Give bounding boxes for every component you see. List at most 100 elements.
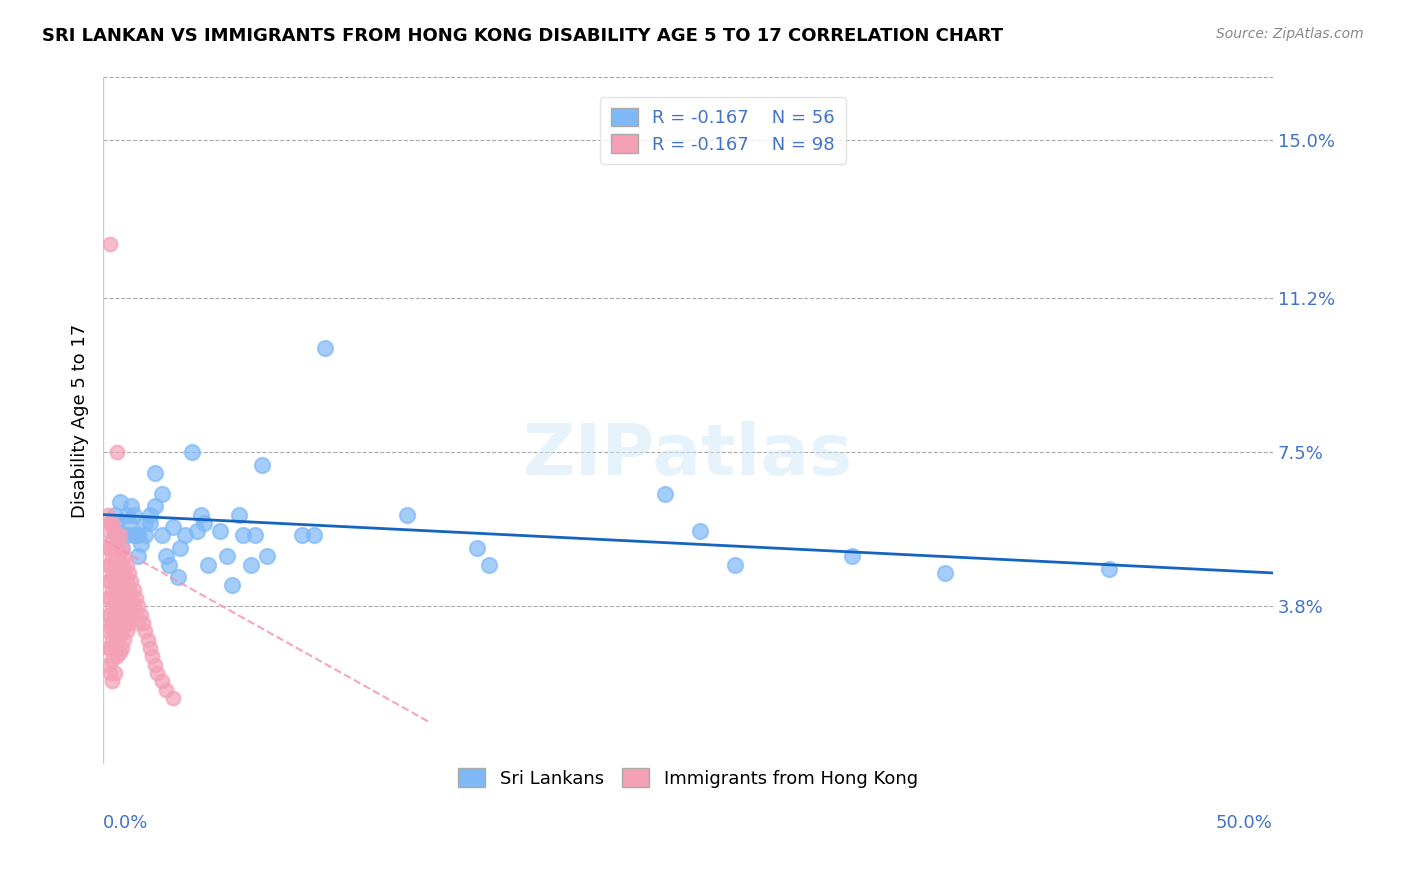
Text: Source: ZipAtlas.com: Source: ZipAtlas.com xyxy=(1216,27,1364,41)
Point xyxy=(136,632,159,647)
Point xyxy=(105,445,128,459)
Point xyxy=(129,537,152,551)
Point xyxy=(111,541,134,555)
Point xyxy=(125,591,148,605)
Point xyxy=(174,528,197,542)
Point xyxy=(105,632,128,647)
Point xyxy=(104,640,127,655)
Point xyxy=(120,574,142,589)
Point xyxy=(689,524,711,539)
Point xyxy=(934,566,956,580)
Point xyxy=(302,528,325,542)
Legend: Sri Lankans, Immigrants from Hong Kong: Sri Lankans, Immigrants from Hong Kong xyxy=(450,759,927,797)
Point xyxy=(111,624,134,639)
Point xyxy=(197,558,219,572)
Point xyxy=(118,566,141,580)
Point xyxy=(132,615,155,630)
Point xyxy=(232,528,254,542)
Point xyxy=(98,591,121,605)
Point xyxy=(104,508,127,522)
Point xyxy=(129,607,152,622)
Point xyxy=(105,615,128,630)
Point xyxy=(112,582,135,597)
Point xyxy=(122,599,145,614)
Point xyxy=(98,574,121,589)
Point xyxy=(127,599,149,614)
Point xyxy=(190,508,212,522)
Point xyxy=(108,545,131,559)
Point xyxy=(396,508,419,522)
Point xyxy=(112,632,135,647)
Point xyxy=(105,599,128,614)
Point xyxy=(256,549,278,564)
Point xyxy=(143,500,166,514)
Point xyxy=(155,682,177,697)
Point xyxy=(162,520,184,534)
Point xyxy=(221,578,243,592)
Point xyxy=(118,516,141,530)
Point xyxy=(111,640,134,655)
Point xyxy=(101,632,124,647)
Point xyxy=(654,487,676,501)
Point xyxy=(104,574,127,589)
Point xyxy=(101,533,124,547)
Point xyxy=(105,566,128,580)
Point xyxy=(104,558,127,572)
Point xyxy=(101,516,124,530)
Point xyxy=(115,607,138,622)
Point xyxy=(111,574,134,589)
Point xyxy=(108,562,131,576)
Point xyxy=(101,674,124,689)
Point xyxy=(228,508,250,522)
Point xyxy=(108,645,131,659)
Point xyxy=(724,558,747,572)
Point xyxy=(127,528,149,542)
Point xyxy=(97,574,120,589)
Point xyxy=(108,578,131,592)
Point xyxy=(111,607,134,622)
Point xyxy=(115,591,138,605)
Point xyxy=(291,528,314,542)
Point xyxy=(181,445,204,459)
Point xyxy=(146,665,169,680)
Point xyxy=(104,665,127,680)
Point xyxy=(186,524,208,539)
Point xyxy=(193,516,215,530)
Point xyxy=(243,528,266,542)
Point xyxy=(101,549,124,564)
Point xyxy=(120,591,142,605)
Point xyxy=(98,541,121,555)
Point xyxy=(98,607,121,622)
Point xyxy=(101,582,124,597)
Point xyxy=(122,508,145,522)
Point xyxy=(108,595,131,609)
Point xyxy=(122,582,145,597)
Point xyxy=(841,549,863,564)
Point xyxy=(97,508,120,522)
Point xyxy=(150,528,173,542)
Point xyxy=(150,674,173,689)
Point xyxy=(478,558,501,572)
Point xyxy=(134,528,156,542)
Point xyxy=(97,657,120,672)
Point xyxy=(112,549,135,564)
Point xyxy=(167,570,190,584)
Point xyxy=(105,516,128,530)
Point xyxy=(217,549,239,564)
Point xyxy=(97,524,120,539)
Point xyxy=(141,649,163,664)
Point xyxy=(101,566,124,580)
Point xyxy=(111,558,134,572)
Point xyxy=(118,582,141,597)
Point xyxy=(134,516,156,530)
Point xyxy=(118,599,141,614)
Point xyxy=(97,640,120,655)
Point xyxy=(111,541,134,555)
Point xyxy=(112,615,135,630)
Point xyxy=(97,541,120,555)
Point xyxy=(98,558,121,572)
Text: ZIPatlas: ZIPatlas xyxy=(523,421,853,490)
Point xyxy=(112,566,135,580)
Point xyxy=(104,591,127,605)
Point xyxy=(314,341,336,355)
